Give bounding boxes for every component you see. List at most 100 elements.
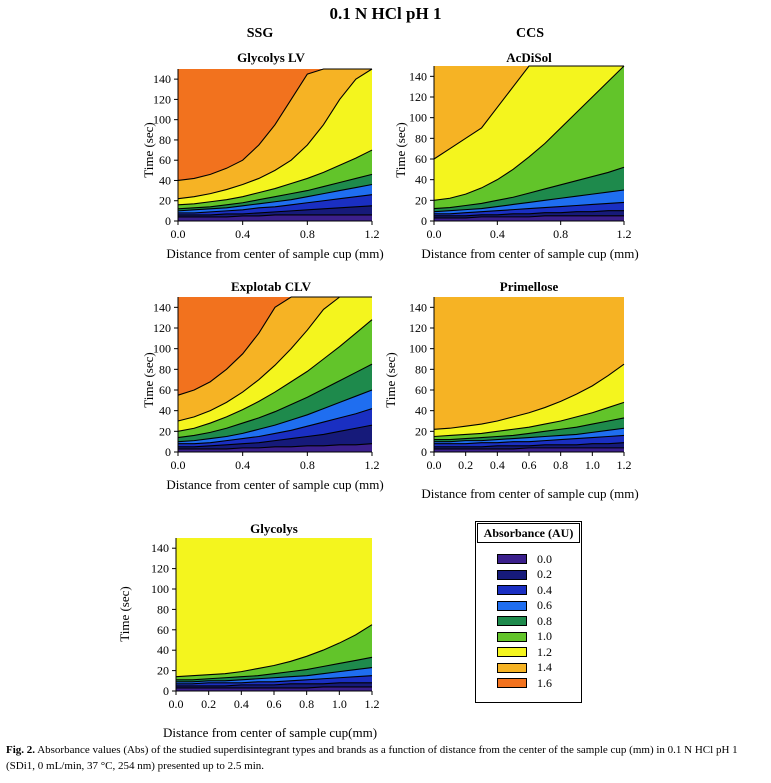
y-tick-label: 60 — [159, 153, 171, 167]
y-tick-label: 40 — [159, 173, 171, 187]
x-tick-label: 1.2 — [365, 458, 380, 472]
y-tick-label: 40 — [157, 643, 169, 657]
y-tick-label: 120 — [153, 321, 171, 335]
y-tick-label: 140 — [153, 72, 171, 86]
x-tick-label: 0.4 — [490, 227, 505, 241]
legend-item: 0.0 — [497, 551, 552, 566]
legend-label: 1.0 — [537, 629, 552, 643]
legend-swatch — [497, 631, 527, 642]
y-tick-label: 60 — [157, 623, 169, 637]
contour-line — [177, 363, 373, 439]
x-tick-label: 0.4 — [235, 458, 250, 472]
contour-line — [434, 417, 625, 441]
contour-band-0 — [178, 214, 372, 221]
x-tick-label: 0.0 — [169, 697, 184, 711]
legend-swatch — [497, 662, 527, 673]
contour-line — [176, 682, 372, 687]
y-tick-label: 0 — [165, 445, 171, 459]
contour-line — [178, 214, 372, 218]
y-tick-label: 0 — [421, 445, 427, 459]
legend-label: 0.0 — [537, 551, 552, 566]
x-tick-label: 0.8 — [553, 458, 568, 472]
contour-line — [176, 675, 373, 685]
y-tick-label: 20 — [415, 193, 427, 207]
y-tick-label: 80 — [415, 131, 427, 145]
x-tick-label: 0.4 — [490, 458, 505, 472]
x-tick-label: 0.0 — [427, 458, 442, 472]
legend-item: 0.2 — [497, 567, 552, 581]
y-tick-label: 140 — [151, 541, 169, 555]
contour-line — [434, 442, 625, 448]
y-tick-label: 140 — [409, 300, 427, 314]
legend-item: 1.0 — [497, 629, 552, 643]
x-tick-label: 0.4 — [234, 697, 249, 711]
legend-frame — [475, 521, 582, 703]
y-tick-label: 100 — [409, 111, 427, 125]
y-tick-label: 80 — [159, 133, 171, 147]
x-tick-label: 0.4 — [235, 227, 250, 241]
y-tick-label: 100 — [153, 113, 171, 127]
y-tick-label: 40 — [415, 404, 427, 418]
contour-line — [434, 215, 624, 219]
legend-label: 0.6 — [537, 598, 552, 612]
y-tick-label: 120 — [409, 321, 427, 335]
legend-item: 1.2 — [497, 644, 552, 659]
y-tick-label: 0 — [163, 684, 169, 698]
contour-line — [433, 189, 625, 213]
x-tick-label: 1.0 — [585, 458, 600, 472]
contour-line — [433, 65, 625, 201]
contour-line — [177, 173, 373, 210]
x-tick-label: 0.8 — [299, 697, 314, 711]
x-tick-label: 1.0 — [332, 697, 347, 711]
figure-caption: Fig. 2. Absorbance values (Abs) of the s… — [6, 742, 766, 774]
contour-line — [434, 201, 625, 215]
contour-line — [176, 656, 373, 681]
contour-line — [433, 65, 624, 160]
y-tick-label: 60 — [415, 152, 427, 166]
contour-line — [177, 296, 372, 422]
legend-label: 0.4 — [537, 582, 552, 597]
contour-line — [434, 434, 625, 445]
x-axis-label: Distance from center of sample cup (mm) — [421, 246, 639, 261]
contour-line — [434, 427, 625, 443]
panel-title: Primellose — [499, 279, 559, 294]
x-axis-label: Distance from center of sample cup(mm) — [162, 725, 378, 740]
y-tick-label: 120 — [151, 562, 169, 576]
x-tick-label: 0.0 — [427, 227, 442, 241]
legend-label: 1.6 — [537, 675, 552, 690]
x-tick-label: 0.2 — [458, 458, 473, 472]
y-tick-label: 0 — [165, 214, 171, 228]
x-tick-label: 0.6 — [267, 697, 282, 711]
contour-line — [177, 149, 373, 206]
legend-item: 1.4 — [497, 660, 552, 674]
legend-swatch — [497, 647, 527, 657]
legend-item: 0.6 — [497, 598, 552, 612]
y-tick-label: 100 — [153, 342, 171, 356]
legend-item: 1.6 — [497, 675, 552, 690]
column-title-ccs: CCS — [515, 26, 544, 41]
x-tick-label: 0.8 — [300, 227, 315, 241]
contour-line — [434, 210, 624, 217]
contour-line — [177, 319, 373, 432]
y-tick-label: 0 — [421, 214, 427, 228]
legend-item: 0.4 — [497, 582, 552, 597]
column-title-ssg: SSG — [246, 26, 274, 41]
y-tick-label: 20 — [159, 194, 171, 208]
x-axis-label: Distance from center of sample cup (mm) — [166, 477, 384, 492]
contour-line — [433, 401, 625, 438]
legend-label: 1.2 — [537, 644, 552, 659]
x-tick-label: 0.8 — [300, 458, 315, 472]
y-tick-label: 80 — [415, 362, 427, 376]
y-tick-label: 60 — [159, 383, 171, 397]
x-axis-label: Distance from center of sample cup (mm) — [166, 246, 384, 261]
y-tick-label: 20 — [415, 424, 427, 438]
legend-title: Absorbance (AU) — [477, 523, 580, 543]
x-tick-label: 0.8 — [553, 227, 568, 241]
x-tick-label: 0.0 — [171, 227, 186, 241]
contour-line — [177, 68, 372, 182]
y-tick-label: 100 — [409, 342, 427, 356]
